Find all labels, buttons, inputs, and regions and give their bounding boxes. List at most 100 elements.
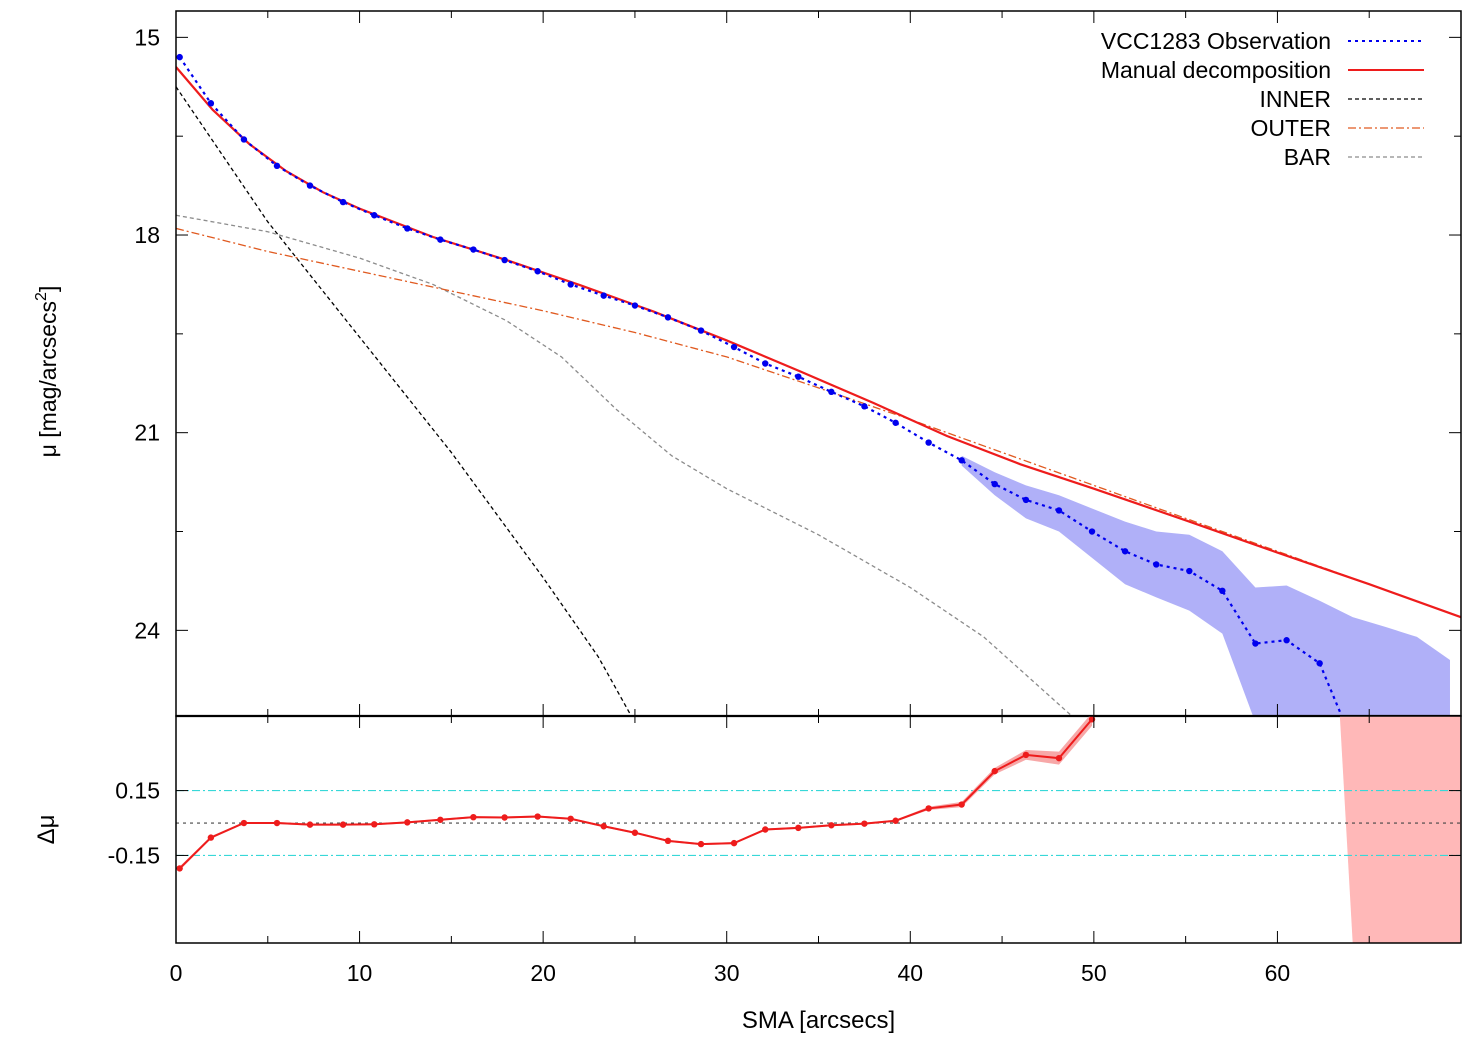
y-tick-label: 15	[134, 24, 160, 50]
bar-line	[176, 214, 1073, 716]
y-tick-label: 18	[134, 222, 160, 248]
residual-point	[306, 821, 314, 828]
x-tick-label: 30	[714, 960, 740, 986]
residual-point	[664, 837, 672, 845]
residual-point	[339, 821, 347, 828]
observation-point	[1219, 587, 1226, 595]
observation-point	[1121, 548, 1129, 555]
y-axis-label-main: μ [mag/arcsecs	[35, 301, 61, 457]
observation-point	[339, 198, 347, 206]
profile-plot-area	[176, 53, 1461, 716]
observation-point	[631, 302, 639, 309]
observation-point	[1252, 640, 1259, 647]
residual-point	[437, 816, 444, 823]
observation-point	[958, 457, 965, 464]
observation-point	[861, 403, 868, 410]
residual-point	[861, 820, 868, 827]
observation-point	[664, 314, 672, 321]
legend-label: OUTER	[1251, 115, 1332, 141]
legend-label: BAR	[1284, 144, 1331, 170]
observation-point	[1022, 496, 1030, 504]
residual-point	[1022, 751, 1030, 759]
observation-point	[1316, 660, 1323, 667]
observation-point	[1055, 507, 1063, 514]
residual-point	[925, 805, 932, 812]
observation-point	[730, 343, 738, 351]
residual-point	[697, 840, 705, 848]
y-tick-label: 24	[134, 617, 160, 643]
observation-point	[795, 373, 802, 380]
residual-error-fill	[1339, 716, 1461, 943]
legend-label: VCC1283 Observation	[1101, 28, 1331, 54]
residual-point	[828, 822, 835, 829]
y-tick-label: 21	[134, 420, 160, 446]
x-axis-label: SMA [arcsecs]	[742, 1007, 895, 1034]
observation-point	[925, 439, 932, 446]
observation-point	[892, 419, 899, 426]
residual-point	[470, 813, 477, 821]
residual-panel: 0 10 20 30 40 50 60 0.15 -0.15 Δμ SMA [arcsecs]	[33, 715, 1462, 1034]
residual-frame	[175, 715, 1462, 944]
residual-point	[501, 814, 508, 821]
residual-plot-area	[176, 716, 1461, 943]
residual-point	[762, 826, 769, 833]
residual-point	[600, 823, 607, 830]
observation-point	[600, 292, 607, 299]
residual-point	[207, 834, 215, 841]
residual-point	[795, 824, 802, 832]
manual-decomposition-line	[176, 66, 1461, 619]
residual-point	[273, 819, 281, 827]
observation-point	[273, 162, 281, 170]
x-tick-label: 40	[897, 960, 923, 986]
observation-point	[404, 225, 411, 232]
observation-point	[534, 268, 541, 275]
observation-point	[437, 236, 444, 243]
observation-point	[501, 256, 508, 264]
vcc1283-observation-line	[178, 56, 1343, 716]
profile-panel: 15 18 21 24 μ [mag/arcsecs2]	[33, 10, 1462, 718]
observation-point	[207, 100, 215, 107]
observation-point	[371, 212, 378, 219]
residual-band	[179, 716, 1093, 871]
residual-point	[567, 815, 574, 822]
legend-label: Manual decomposition	[1101, 57, 1331, 83]
observation-point	[240, 136, 248, 143]
inner-line	[176, 86, 632, 716]
observation-point	[762, 360, 769, 367]
residual-point	[958, 801, 965, 808]
observation-point	[176, 53, 183, 61]
residual-point	[534, 813, 541, 820]
residual-point	[730, 839, 738, 847]
y-axis-label: μ [mag/arcsecs2]	[33, 286, 61, 458]
residual-point	[631, 829, 639, 836]
observation-point	[567, 281, 574, 288]
x-tick-label: 20	[530, 960, 556, 986]
residual-point	[176, 865, 183, 872]
observation-point	[1283, 637, 1290, 644]
residual-point	[991, 767, 998, 775]
legend: VCC1283 Observation Manual decomposition I…	[1101, 28, 1424, 170]
outer-line	[176, 227, 1461, 618]
residual-point	[240, 819, 248, 827]
observation-point	[306, 182, 314, 189]
residual-point	[404, 819, 411, 826]
x-tick-label: 60	[1265, 960, 1291, 986]
y-axis-label-close: ]	[35, 286, 61, 292]
residual-axis-label: Δμ	[33, 815, 60, 845]
x-tick-label: 10	[347, 960, 373, 986]
legend-label: INNER	[1259, 86, 1331, 112]
x-tick-label: 0	[170, 960, 183, 986]
residual-point	[1055, 754, 1063, 762]
observation-point	[697, 327, 705, 334]
residual-y-tick-label: 0.15	[115, 778, 160, 804]
x-tick-label: 50	[1081, 960, 1107, 986]
y-axis-label-superscript: 2	[33, 292, 50, 301]
residual-y-tick-label: -0.15	[108, 842, 160, 868]
residual-line	[178, 718, 1093, 870]
observation-point	[1153, 561, 1160, 568]
observation-point	[1088, 528, 1096, 535]
residual-point	[371, 821, 378, 828]
observation-point	[1186, 567, 1193, 575]
